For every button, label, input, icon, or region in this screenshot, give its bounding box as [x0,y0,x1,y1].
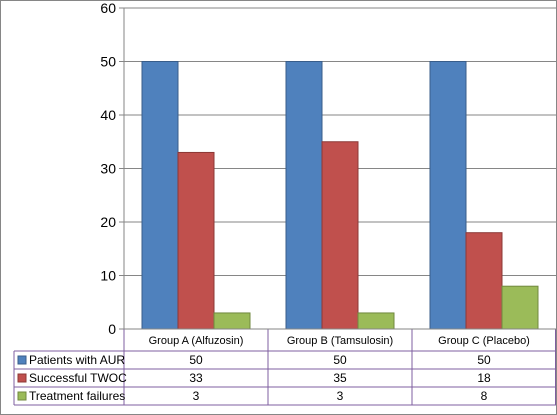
bar-3-2 [357,312,395,330]
data-label: 3 [193,389,200,403]
y-tick-label: 0 [108,321,116,337]
legend-key-2 [17,373,27,383]
bar-1-2 [285,61,323,330]
legend-label: Treatment failures [29,389,125,403]
legend-label: Patients with AUR [29,353,125,367]
y-tick-label: 40 [100,107,116,123]
bar-3-1 [213,312,251,330]
y-tick-label: 30 [100,161,116,177]
category-label: Group B (Tamsulosin) [287,335,393,347]
data-label: 35 [333,371,347,385]
bar-2-2 [321,141,359,330]
bar-3-3 [501,285,539,330]
category-label: Group A (Alfuzosin) [149,335,244,347]
data-label: 50 [189,353,203,367]
bars [141,61,539,330]
legend-key-1 [17,355,27,365]
legend-key-3 [17,391,27,401]
data-label: 18 [477,371,491,385]
y-tick-label: 10 [100,268,116,284]
y-tick-label: 60 [100,0,116,16]
y-tick-label: 20 [100,214,116,230]
y-tick-label: 50 [100,54,116,70]
bar-1-3 [429,61,467,330]
bar-2-3 [465,232,503,330]
data-label: 50 [477,353,491,367]
data-label: 8 [481,389,488,403]
data-label: 3 [337,389,344,403]
bar-1-1 [141,61,179,330]
data-label: 50 [333,353,347,367]
legend-label: Successful TWOC [29,371,127,385]
data-label: 33 [189,371,203,385]
bar-2-1 [177,151,215,330]
axes: 0 10 20 30 40 50 60 [100,0,125,337]
category-label: Group C (Placebo) [438,335,530,347]
data-table: Group A (Alfuzosin) Group B (Tamsulosin) G… [13,328,556,406]
